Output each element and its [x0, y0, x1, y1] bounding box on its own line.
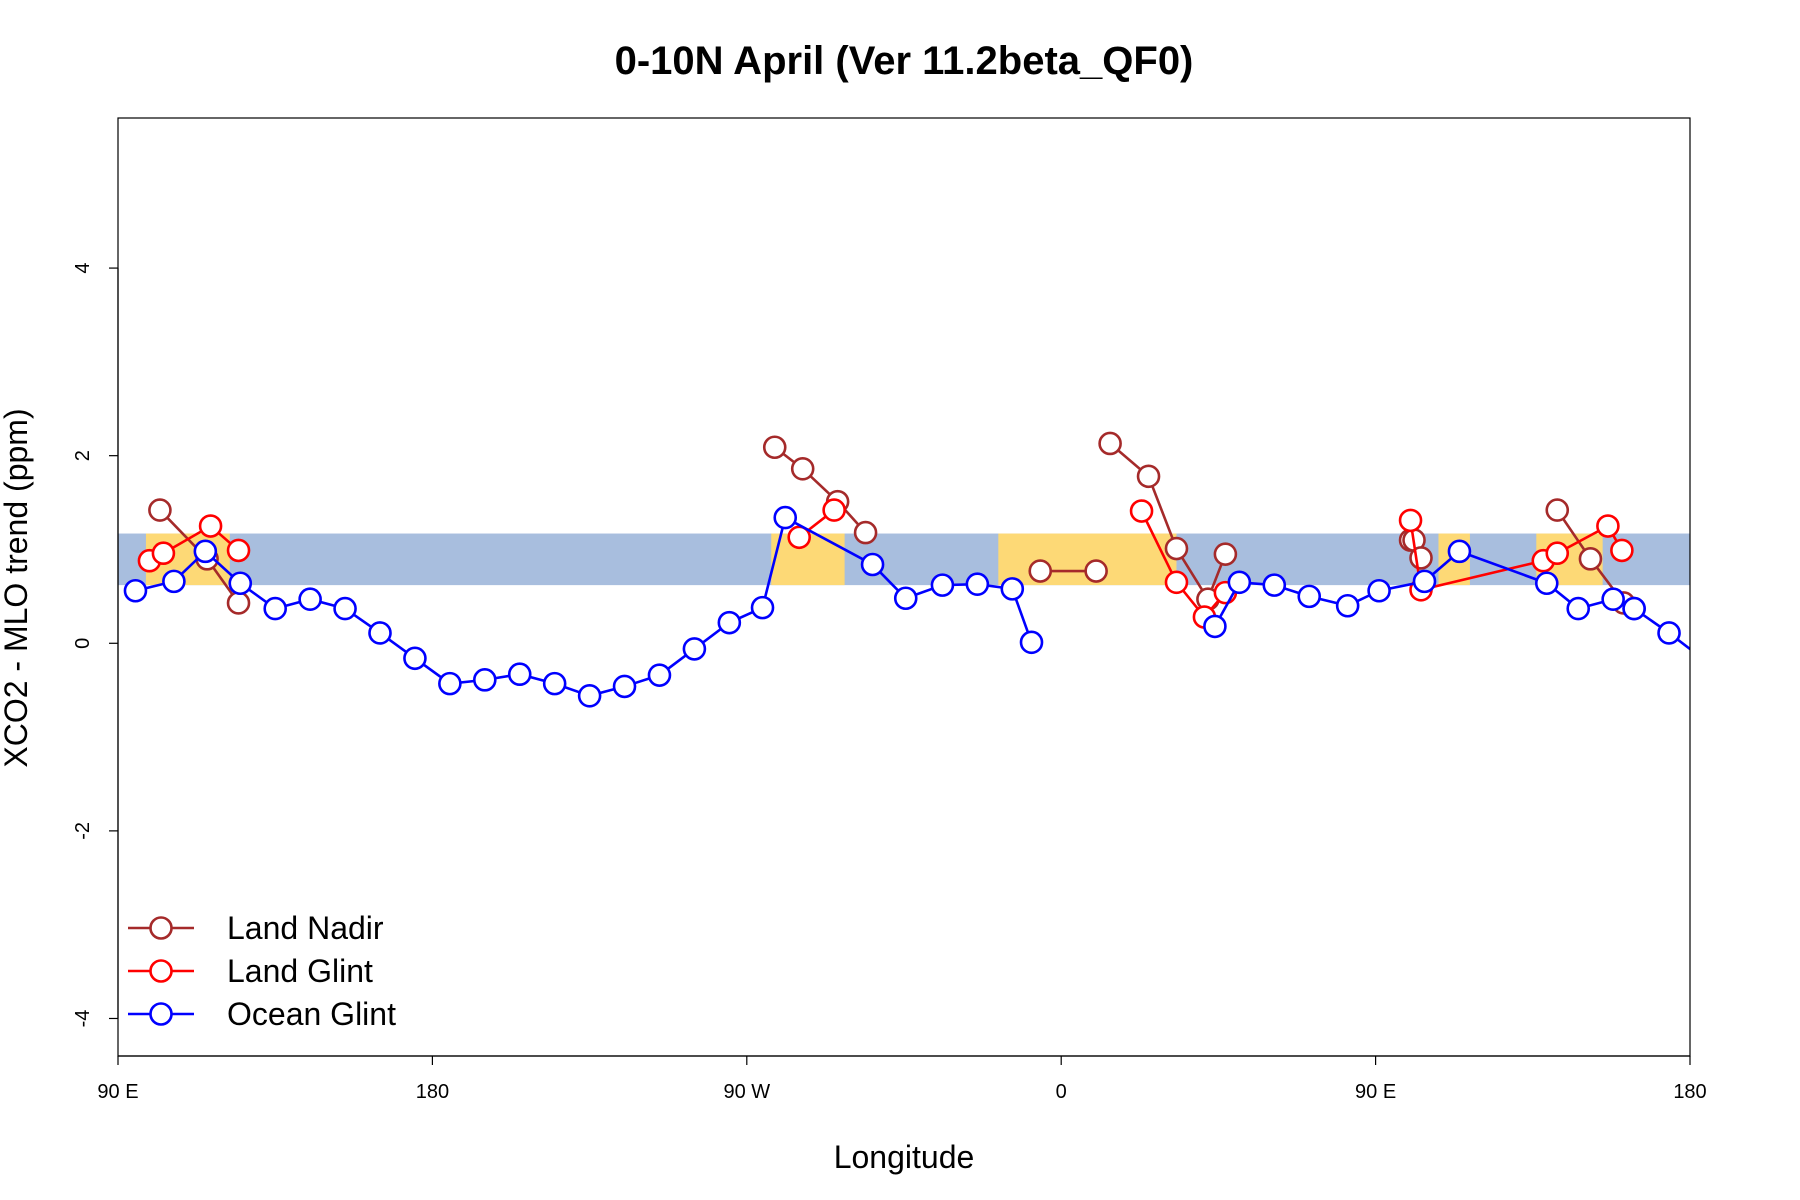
data-point [1610, 538, 1634, 563]
legend-label: Land Glint [227, 953, 373, 989]
data-point [1545, 541, 1570, 566]
data-point [226, 591, 251, 615]
data-point [1367, 578, 1391, 603]
series-line [773, 446, 867, 534]
legend-marker [149, 1002, 173, 1026]
data-point [151, 541, 176, 566]
legend: Land Nadir Land Glint Ocean Glint [128, 910, 396, 1032]
data-point [577, 684, 602, 708]
data-point [1335, 593, 1360, 618]
data-point [1164, 536, 1189, 561]
data-point [298, 587, 322, 611]
x-tick-label: 180 [416, 1081, 449, 1103]
data-point [1692, 648, 1713, 669]
data-point [790, 457, 815, 481]
data-point [1084, 559, 1108, 583]
data-point [193, 539, 218, 564]
data-point [1019, 630, 1044, 655]
x-tick-label: 180 [1673, 1081, 1706, 1103]
legend-item: Land Glint [128, 953, 373, 989]
data-point [682, 637, 707, 661]
plot-area [118, 431, 1713, 708]
data-point [148, 498, 172, 522]
data-point [472, 668, 497, 692]
x-tick-label: 0 [1056, 1081, 1067, 1103]
x-tick-label: 90 E [1355, 1081, 1396, 1103]
data-point [226, 538, 251, 563]
data-point [1601, 587, 1625, 611]
data-point [1227, 570, 1252, 595]
x-tick-label: 90 W [723, 1081, 770, 1103]
data-point [1297, 584, 1322, 609]
series-line [1140, 510, 1227, 620]
legend-label: Land Nadir [227, 910, 384, 946]
legend-label: Ocean Glint [227, 996, 396, 1032]
data-point [965, 572, 990, 596]
data-point [542, 671, 567, 696]
data-point [717, 610, 742, 635]
data-point [822, 498, 846, 522]
y-tick-label: 4 [72, 263, 94, 274]
data-point [860, 552, 885, 577]
data-point [263, 596, 288, 621]
y-tick-label: 0 [72, 638, 94, 649]
data-point [507, 662, 532, 687]
data-point [1412, 569, 1437, 594]
data-point [1622, 596, 1646, 621]
data-point [1534, 571, 1559, 596]
legend-marker [149, 959, 173, 983]
data-point [1203, 614, 1227, 639]
x-axis-label: Longitude [834, 1139, 975, 1175]
legend-item: Ocean Glint [128, 996, 396, 1032]
series-layer [123, 431, 1713, 708]
data-point [1566, 596, 1591, 621]
data-point [1262, 573, 1287, 597]
y-tick-label: -4 [72, 1010, 94, 1028]
data-point [403, 646, 427, 671]
y-axis: 4 2 0 -2 -4 [72, 263, 119, 1028]
data-point [1164, 570, 1189, 595]
data-point [1000, 577, 1025, 601]
x-tick-label: 90 E [97, 1081, 138, 1103]
data-point [1596, 514, 1620, 538]
data-point [762, 435, 787, 460]
data-point [750, 595, 775, 620]
data-point [1129, 499, 1154, 523]
data-point [1136, 464, 1161, 489]
data-point [1098, 431, 1122, 456]
data-point [1545, 498, 1570, 522]
data-point [162, 569, 186, 594]
data-point [123, 578, 148, 603]
x-axis: 90 E 180 90 W 0 90 E 180 [97, 1055, 1707, 1103]
data-point [930, 573, 955, 597]
data-point [773, 505, 798, 530]
data-point [438, 671, 462, 696]
data-point [333, 596, 357, 621]
data-point [1213, 542, 1238, 566]
y-tick-label: -2 [72, 822, 94, 840]
data-point [1657, 621, 1681, 645]
y-tick-label: 2 [72, 450, 94, 461]
data-point [612, 674, 637, 699]
data-point [1028, 559, 1053, 583]
data-point [368, 621, 392, 645]
data-point [1398, 508, 1423, 533]
data-point [1409, 546, 1433, 570]
y-axis-label: XCO2 - MLO trend (ppm) [0, 408, 34, 767]
legend-item: Land Nadir [128, 910, 384, 946]
data-point [1447, 539, 1472, 564]
data-point [853, 520, 878, 545]
chart-title: 0-10N April (Ver 11.2beta_QF0) [615, 39, 1194, 83]
legend-marker [149, 916, 173, 940]
data-point [1578, 547, 1603, 571]
data-point [647, 663, 672, 687]
data-point [893, 586, 918, 611]
data-point [787, 525, 812, 550]
data-point [198, 514, 223, 538]
series-ocean-glint [123, 505, 1713, 708]
data-point [228, 571, 253, 596]
